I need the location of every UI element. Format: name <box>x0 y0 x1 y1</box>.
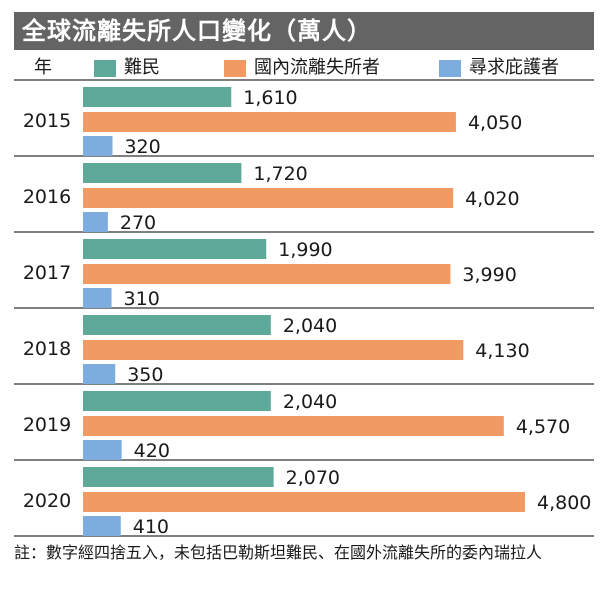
bar-idp <box>83 264 451 284</box>
bar-refugees <box>83 163 242 183</box>
legend-swatch-idp <box>224 59 246 77</box>
data-label: 3,990 <box>462 264 516 286</box>
data-label: 2,070 <box>286 467 340 489</box>
bar-idp <box>83 112 456 132</box>
bar-refugees <box>83 315 271 335</box>
data-label: 410 <box>133 516 169 538</box>
year-label: 2018 <box>23 338 71 360</box>
legend: 年 難民 國內流離失所者 尋求庇護者 <box>14 55 594 81</box>
data-label: 270 <box>120 212 156 234</box>
bar-refugees <box>83 467 274 487</box>
legend-swatch-asylum <box>439 59 461 77</box>
bar-asylum <box>83 136 113 156</box>
legend-item-idp: 國內流離失所者 <box>224 55 380 81</box>
legend-swatch-refugees <box>94 59 116 77</box>
legend-year-label: 年 <box>34 57 52 78</box>
year-label: 2020 <box>23 490 71 512</box>
data-label: 1,990 <box>278 239 332 261</box>
bar-asylum <box>83 288 112 308</box>
legend-item-refugees: 難民 <box>94 55 160 81</box>
data-label: 1,610 <box>243 87 297 109</box>
bar-asylum <box>83 516 121 536</box>
data-label: 4,020 <box>465 188 519 210</box>
data-label: 1,720 <box>253 163 307 185</box>
data-label: 4,800 <box>537 492 591 514</box>
data-label: 4,570 <box>516 416 570 438</box>
year-label: 2015 <box>23 110 71 132</box>
bar-idp <box>83 188 454 208</box>
footnote: 註：數字經四捨五入，未包括巴勒斯坦難民、在國外流離失所的委內瑞拉人 <box>14 543 543 562</box>
bar-idp <box>83 416 504 436</box>
bar-asylum <box>83 440 122 460</box>
legend-label-idp: 國內流離失所者 <box>254 57 380 78</box>
year-label: 2016 <box>23 186 71 208</box>
bar-refugees <box>83 239 267 259</box>
bar-idp <box>83 492 525 512</box>
bar-refugees <box>83 87 232 107</box>
legend-label-refugees: 難民 <box>124 57 160 78</box>
data-label: 320 <box>124 136 160 158</box>
data-label: 420 <box>134 440 170 462</box>
bar-refugees <box>83 391 271 411</box>
data-label: 310 <box>124 288 160 310</box>
bar-asylum <box>83 212 108 232</box>
data-label: 4,130 <box>475 340 529 362</box>
bar-idp <box>83 340 464 360</box>
data-label: 4,050 <box>468 112 522 134</box>
legend-label-asylum: 尋求庇護者 <box>469 57 559 78</box>
bar-asylum <box>83 364 116 384</box>
data-label: 350 <box>127 364 163 386</box>
data-label: 2,040 <box>283 315 337 337</box>
legend-item-asylum: 尋求庇護者 <box>439 55 559 81</box>
year-label: 2017 <box>23 262 71 284</box>
year-label: 2019 <box>23 414 71 436</box>
data-label: 2,040 <box>283 391 337 413</box>
chart-title: 全球流離失所人口變化（萬人） <box>14 12 594 50</box>
